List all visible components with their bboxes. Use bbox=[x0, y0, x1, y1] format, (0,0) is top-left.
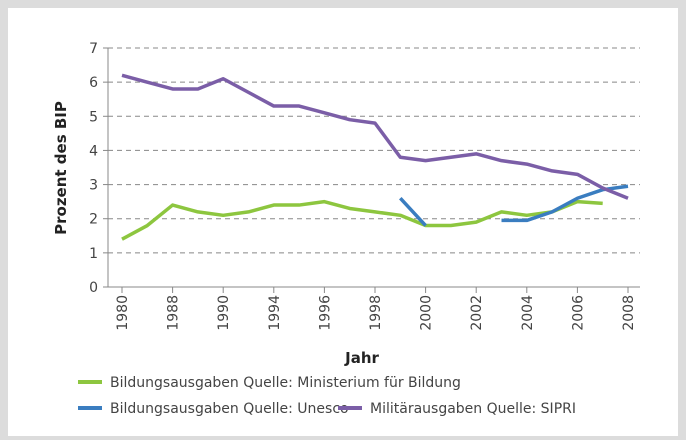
y-tick-label: 2 bbox=[89, 212, 98, 228]
x-tick-label: 2004 bbox=[520, 295, 536, 331]
y-tick-label: 5 bbox=[89, 109, 98, 125]
y-tick-label: 6 bbox=[89, 75, 98, 91]
legend-label: Bildungsausgaben Quelle: Unesco bbox=[110, 401, 349, 417]
panel: Prozent des BIP Jahr 0 1 2 3 4 5 6 7 1980 1988 199… bbox=[8, 8, 678, 436]
x-tick-label: 1990 bbox=[216, 295, 232, 331]
y-tick-label: 7 bbox=[89, 41, 98, 57]
x-tick-label: 1980 bbox=[115, 295, 131, 331]
x-tick-label: 1996 bbox=[317, 295, 333, 331]
y-axis-label: Prozent des BIP bbox=[52, 101, 70, 235]
legend-label: Militärausgaben Quelle: SIPRI bbox=[370, 401, 576, 417]
chart: Prozent des BIP Jahr 0 1 2 3 4 5 6 7 1980 1988 199… bbox=[52, 41, 640, 417]
x-tick-label: 2000 bbox=[419, 295, 435, 331]
x-tick-label: 2002 bbox=[469, 295, 485, 331]
y-tick-label: 3 bbox=[89, 178, 98, 194]
x-tick-label: 1994 bbox=[267, 295, 283, 331]
x-tick-label: 1998 bbox=[368, 295, 384, 331]
y-tick-label: 0 bbox=[89, 280, 98, 296]
x-tick-label: 2008 bbox=[621, 295, 637, 331]
x-tick-label: 2006 bbox=[570, 295, 586, 331]
x-tick-label: 1988 bbox=[166, 295, 182, 331]
y-tick-label: 4 bbox=[89, 143, 98, 159]
line-series bbox=[399, 184, 629, 227]
y-tick-label: 1 bbox=[89, 246, 98, 262]
line-series bbox=[121, 199, 603, 241]
x-axis-label: Jahr bbox=[344, 349, 379, 367]
legend-label: Bildungsausgaben Quelle: Ministerium für… bbox=[110, 375, 461, 391]
line-series bbox=[121, 73, 629, 200]
